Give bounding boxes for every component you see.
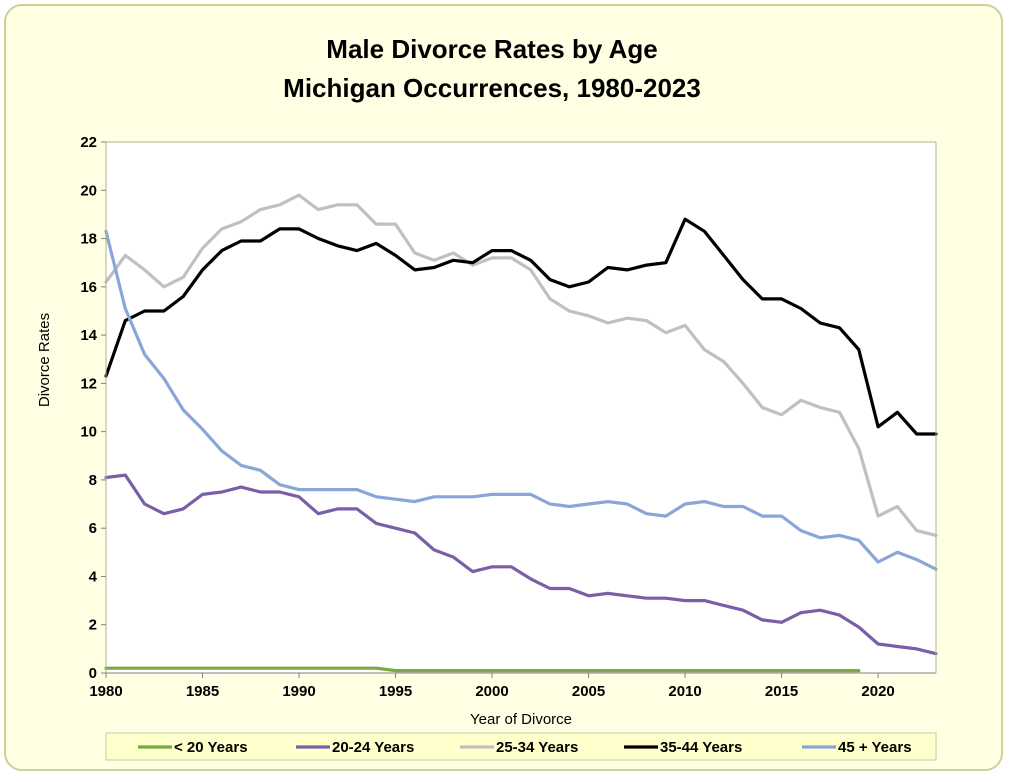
- legend-box: [105, 732, 937, 761]
- y-tick-label: 10: [80, 424, 97, 441]
- y-tick-label: 20: [80, 182, 97, 199]
- y-tick-label: 0: [89, 665, 97, 682]
- chart-title-line2: Michigan Occurrences, 1980-2023: [283, 73, 701, 103]
- y-tick-label: 6: [89, 520, 97, 537]
- y-tick-label: 16: [80, 279, 97, 296]
- legend-label-2: 25-34 Years: [496, 739, 578, 756]
- x-axis-label: Year of Divorce: [470, 711, 572, 728]
- series-line-2: [104, 193, 938, 538]
- y-tick-label: 18: [80, 231, 97, 248]
- series-line-3: [104, 217, 938, 436]
- y-tick-label: 14: [80, 327, 97, 344]
- x-tick-label: 1980: [89, 683, 122, 700]
- series-line-0: [104, 666, 861, 673]
- y-tick-label: 22: [80, 134, 97, 151]
- y-tick-label: 12: [80, 375, 97, 392]
- plot-area: [106, 142, 936, 673]
- y-tick-labels: 0 2 4 6 8 10 12 14 16 18 20 22: [80, 134, 106, 682]
- y-axis-label: Divorce Rates: [36, 313, 53, 407]
- series-layer: [104, 193, 938, 673]
- x-tick-labels: 1980 1985 1990 1995 2000 2005 2010 2015 2020: [89, 673, 895, 700]
- x-tick-label: 2000: [475, 683, 508, 700]
- legend-label-3: 35-44 Years: [660, 739, 742, 756]
- x-tick-label: 1995: [379, 683, 412, 700]
- series-line-1: [104, 473, 938, 656]
- chart-title-line1: Male Divorce Rates by Age: [326, 34, 657, 64]
- y-tick-label: 8: [89, 472, 97, 489]
- x-tick-label: 1985: [186, 683, 219, 700]
- legend-label-4: 45 + Years: [838, 739, 912, 756]
- x-tick-label: 2010: [668, 683, 701, 700]
- legend-label-1: 20-24 Years: [332, 739, 414, 756]
- x-tick-label: 1990: [282, 683, 315, 700]
- series-line-4: [104, 229, 938, 571]
- y-tick-label: 4: [89, 568, 98, 585]
- y-tick-label: 2: [89, 617, 97, 634]
- x-tick-label: 2020: [861, 683, 894, 700]
- x-tick-label: 2005: [572, 683, 605, 700]
- x-tick-label: 2015: [765, 683, 798, 700]
- legend-label-0: < 20 Years: [174, 739, 248, 756]
- legend: < 20 Years 20-24 Years 25-34 Years 35-44 Ye…: [138, 739, 912, 756]
